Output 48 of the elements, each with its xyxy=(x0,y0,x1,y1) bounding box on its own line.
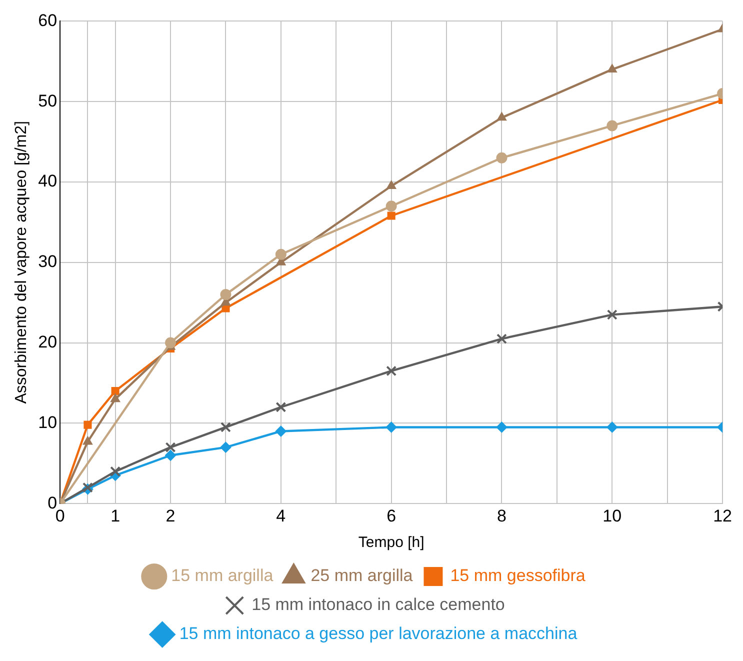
x-tick-label: 2 xyxy=(166,506,176,526)
y-tick-label: 10 xyxy=(38,412,58,432)
point xyxy=(607,64,617,72)
point xyxy=(496,112,507,121)
point xyxy=(275,426,286,437)
point xyxy=(82,436,93,445)
point xyxy=(496,422,508,433)
point xyxy=(165,442,176,453)
y-tick-label: 40 xyxy=(38,172,58,191)
point xyxy=(110,466,121,477)
y-tick-label: 0 xyxy=(48,493,58,512)
y-tick-label: 30 xyxy=(38,252,58,272)
x-axis-title: Tempo [h] xyxy=(358,534,424,552)
x-tick-label: 6 xyxy=(386,506,396,526)
point xyxy=(275,248,286,260)
y-tick-label: 50 xyxy=(38,91,58,110)
point xyxy=(111,387,120,396)
point xyxy=(220,442,232,453)
x-tick-label: 10 xyxy=(602,506,622,526)
x-tick-label: 12 xyxy=(713,506,732,526)
legend-label: 15 mm gessofibra xyxy=(450,566,586,586)
x-tick-label: 8 xyxy=(497,506,506,526)
point xyxy=(606,422,618,433)
legend-label: 15 mm intonaco a gesso per lavorazione a macchina xyxy=(179,624,578,644)
point xyxy=(606,120,618,132)
point xyxy=(496,152,508,164)
y-tick-label: 20 xyxy=(38,332,58,352)
y-axis-title: Assorbimento del vapore acqueo [g/m2] xyxy=(13,120,30,404)
point xyxy=(386,366,397,376)
point xyxy=(387,212,396,220)
point xyxy=(386,180,396,190)
point xyxy=(386,200,397,212)
point xyxy=(276,402,286,412)
point xyxy=(110,394,120,402)
point xyxy=(496,334,507,344)
point xyxy=(220,289,232,300)
point xyxy=(84,420,92,429)
y-tick-label: 60 xyxy=(38,10,58,30)
legend-label: 25 mm argilla xyxy=(310,566,414,586)
point xyxy=(606,309,618,320)
point xyxy=(220,422,231,432)
x-tick-label: 4 xyxy=(276,506,286,526)
point xyxy=(386,422,397,433)
point xyxy=(165,337,176,348)
legend-label: 15 mm intonaco in calce cemento xyxy=(252,595,505,614)
x-tick-label: 1 xyxy=(110,506,120,526)
point xyxy=(165,450,176,461)
legend-label: 15 mm argilla xyxy=(171,566,274,586)
